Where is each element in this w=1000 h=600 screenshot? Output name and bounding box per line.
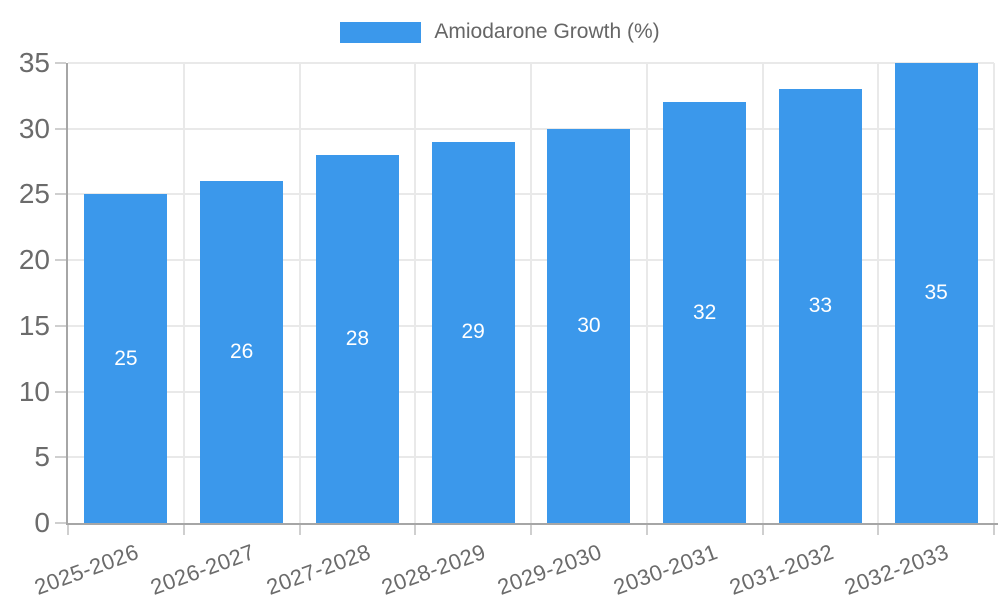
x-tick-label: 2028-2029 bbox=[378, 539, 490, 600]
bar-value-label: 25 bbox=[114, 346, 138, 370]
x-tick bbox=[877, 525, 880, 535]
y-tick bbox=[55, 193, 66, 196]
x-tick bbox=[67, 525, 69, 535]
bar bbox=[663, 102, 747, 523]
x-tick bbox=[414, 525, 417, 535]
bar bbox=[778, 89, 862, 523]
x-tick bbox=[761, 525, 764, 535]
legend-label: Amiodarone Growth (%) bbox=[434, 20, 660, 43]
bar bbox=[894, 63, 978, 523]
bar bbox=[84, 194, 168, 523]
x-tick bbox=[993, 525, 995, 535]
y-tick bbox=[55, 324, 66, 327]
y-tick-label: 25 bbox=[18, 178, 50, 210]
x-tick-label: 2029-2030 bbox=[494, 539, 606, 600]
x-gridline bbox=[298, 63, 301, 523]
y-tick bbox=[55, 390, 66, 393]
y-tick bbox=[55, 259, 66, 262]
x-tick bbox=[182, 525, 185, 535]
x-gridline bbox=[761, 63, 764, 523]
y-tick bbox=[55, 456, 66, 459]
x-gridline bbox=[182, 63, 185, 523]
x-tick-label: 2030-2031 bbox=[610, 539, 721, 600]
x-gridline bbox=[645, 63, 648, 523]
bar-value-label: 29 bbox=[461, 320, 485, 344]
x-tick bbox=[530, 525, 532, 535]
bar-value-label: 28 bbox=[345, 327, 370, 350]
bar bbox=[431, 141, 515, 523]
bar-value-label: 35 bbox=[924, 281, 948, 304]
y-tick-label: 15 bbox=[18, 309, 50, 341]
y-tick-label: 0 bbox=[34, 507, 50, 538]
bar-value-label: 32 bbox=[692, 300, 717, 324]
y-tick bbox=[55, 62, 66, 64]
y-tick bbox=[55, 127, 66, 130]
y-tick-label: 10 bbox=[18, 375, 50, 407]
y-tick-label: 20 bbox=[18, 244, 50, 276]
y-axis-line bbox=[66, 63, 68, 523]
bar-value-label: 33 bbox=[808, 294, 833, 318]
x-gridline bbox=[877, 63, 880, 523]
legend-item[interactable]: Amiodarone Growth (%) bbox=[340, 20, 660, 44]
x-gridline bbox=[414, 63, 417, 523]
x-tick bbox=[645, 525, 648, 535]
legend-swatch bbox=[340, 21, 422, 43]
y-tick-label: 5 bbox=[34, 441, 50, 473]
bar bbox=[200, 181, 284, 523]
y-tick-label: 35 bbox=[18, 47, 50, 78]
x-axis-line bbox=[66, 523, 998, 525]
x-tick-label: 2025-2026 bbox=[31, 539, 143, 600]
x-tick-label: 2026-2027 bbox=[147, 539, 258, 600]
y-tick bbox=[55, 522, 66, 524]
x-tick-label: 2027-2028 bbox=[262, 539, 374, 600]
x-tick-label: 2031-2032 bbox=[725, 539, 837, 600]
x-tick-label: 2032-2033 bbox=[841, 539, 953, 600]
x-tick bbox=[298, 525, 301, 535]
bar bbox=[315, 155, 399, 523]
bar-value-label: 26 bbox=[229, 340, 254, 364]
chart-legend: Amiodarone Growth (%) bbox=[0, 20, 1000, 44]
x-gridline bbox=[993, 63, 995, 523]
bar-value-label: 30 bbox=[577, 313, 601, 337]
y-tick-label: 30 bbox=[18, 112, 50, 144]
x-gridline bbox=[530, 63, 532, 523]
bar bbox=[547, 128, 631, 523]
